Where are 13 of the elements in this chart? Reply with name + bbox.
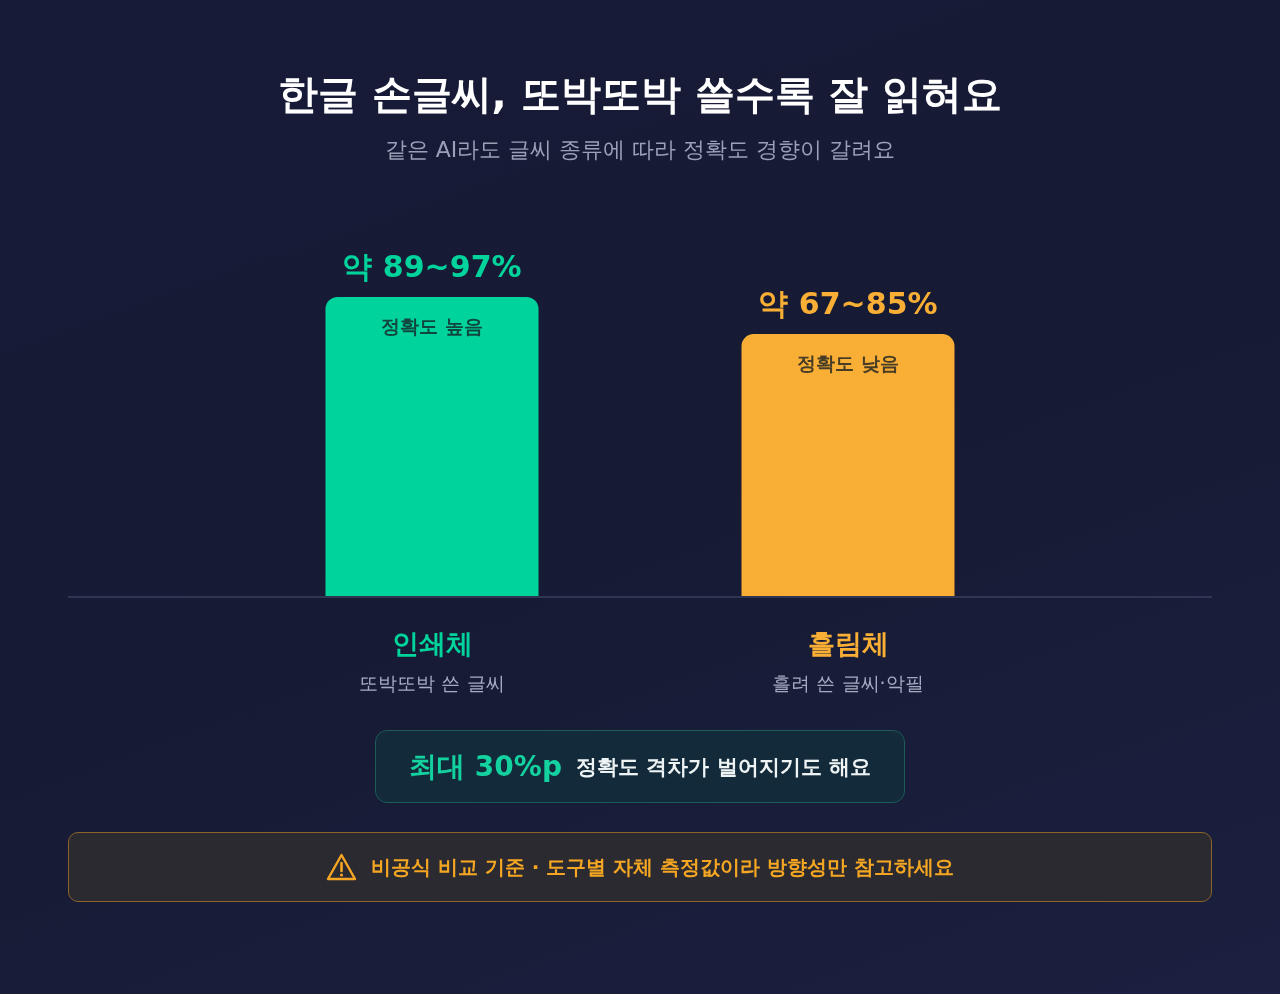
x-tick-label: 흘림체 (807, 627, 889, 659)
text: 정확도 격차가 벌어지기도 해요 (575, 753, 871, 781)
annotation: 정확도 높음 (381, 315, 483, 337)
data-label: 약 67~85% (758, 286, 938, 322)
x-tick-label: 인쇄체 (391, 627, 473, 659)
chart-title: 한글 손글씨, 또박또박 쓸수록 잘 읽혀요 (277, 71, 1003, 117)
text: 비공식 비교 기준 · 도구별 자체 측정값이라 방향성만 참고하세요 (370, 853, 955, 881)
chart-subtitle: 같은 AI라도 글씨 종류에 따라 정확도 경향이 갈려요 (384, 137, 896, 162)
text: 또박또박 쓴 글씨 (359, 672, 505, 694)
annotation: 정확도 낮음 (797, 352, 899, 375)
text: 최대 30%p (409, 748, 562, 785)
data-label: 약 89~97% (342, 249, 522, 284)
text: 흘려 쓴 글씨·악필 (772, 672, 924, 694)
